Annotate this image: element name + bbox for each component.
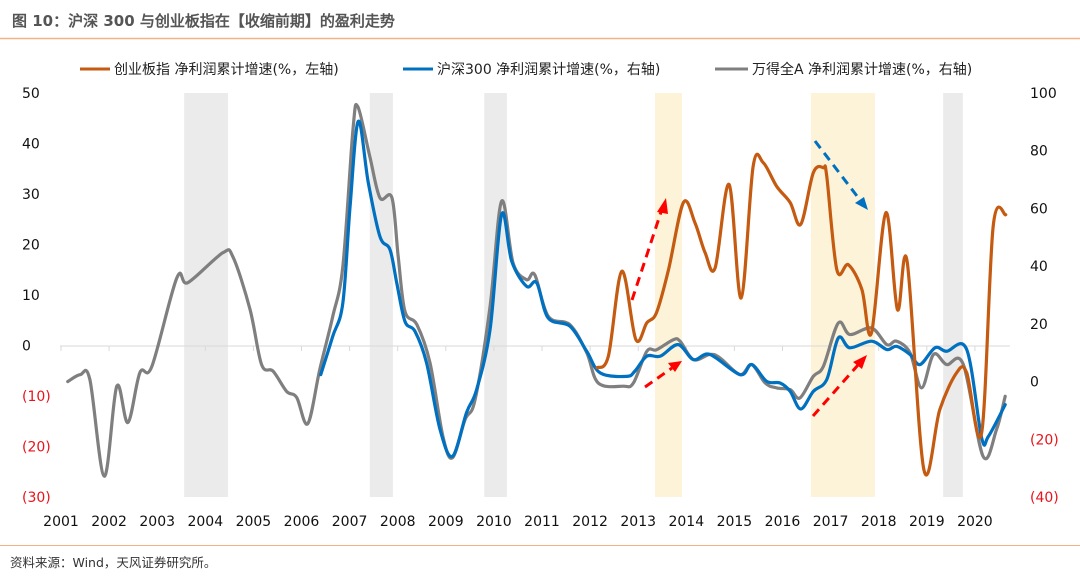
arrow-head-icon: [657, 198, 668, 214]
gray-shaded-band: [484, 93, 507, 497]
arrow-head-icon: [853, 355, 867, 369]
left-axis-tick-label: (20): [22, 440, 51, 456]
x-tick-label: 2008: [380, 514, 416, 530]
left-axis-tick-label: (30): [22, 490, 51, 506]
shaded-periods: [184, 93, 963, 497]
x-axis-labels: 2001 2002 2003 2004 2005 2006 2007 2008 2009 2010…: [43, 514, 993, 530]
x-tick-label: 2004: [187, 514, 223, 530]
left-axis-tick-label: 30: [22, 187, 40, 203]
x-tick-label: 2001: [43, 514, 79, 530]
x-tick-label: 2010: [476, 514, 512, 530]
x-tick-label: 2005: [236, 514, 272, 530]
x-axis-ticks: [60, 346, 976, 351]
right-axis-tick-label: 100: [1030, 86, 1057, 102]
x-tick-label: 2003: [139, 514, 175, 530]
series-lines: [66, 102, 1008, 478]
x-tick-label: 2011: [524, 514, 560, 530]
gray-shaded-band: [943, 93, 963, 497]
x-tick-label: 2007: [332, 514, 368, 530]
left-axis-tick-label: 10: [22, 288, 40, 304]
left-axis-tick-label: (10): [22, 389, 51, 405]
right-axis-tick-label: (20): [1030, 432, 1059, 448]
right-axis-tick-label: (40): [1030, 490, 1059, 506]
left-axis-tick-label: 20: [22, 238, 40, 254]
gray-shaded-band: [184, 93, 228, 497]
yellow-shaded-band: [655, 93, 682, 497]
blue-arrow-down-2017: [813, 140, 862, 201]
arrow-head-icon: [668, 361, 682, 372]
red-arrow-up-2017: [811, 364, 860, 417]
chart-title: 图 10：沪深 300 与创业板指在【收缩前期】的盈利走势: [12, 12, 395, 30]
x-tick-label: 2016: [765, 514, 801, 530]
right-axis-tick-label: 0: [1030, 375, 1039, 391]
x-tick-label: 2015: [717, 514, 753, 530]
x-tick-label: 2013: [620, 514, 656, 530]
gray-shaded-band: [369, 93, 393, 497]
wind-all-a-profit-growth-line: [66, 102, 1007, 478]
arrow-head-icon: [855, 197, 868, 210]
x-tick-label: 2017: [813, 514, 849, 530]
chinext-profit-growth-line: [595, 152, 1008, 477]
right-axis-tick-label: 40: [1030, 259, 1048, 275]
right-axis-tick-label: 20: [1030, 317, 1048, 333]
x-tick-label: 2002: [91, 514, 127, 530]
right-axis-labels: 100 80 60 40 20 0 (20) (40): [1030, 86, 1059, 506]
x-tick-label: 2018: [861, 514, 897, 530]
legend-label-csi300: 沪深300 净利润累计增速(%，右轴): [437, 62, 660, 78]
x-tick-label: 2009: [428, 514, 464, 530]
left-axis-tick-label: 40: [22, 137, 40, 153]
x-tick-label: 2006: [284, 514, 320, 530]
yellow-shaded-band: [810, 93, 875, 497]
left-axis-tick-label: 50: [22, 86, 40, 102]
x-tick-label: 2014: [668, 514, 704, 530]
legend: 创业板指 净利润累计增速(%，左轴) 沪深300 净利润累计增速(%，右轴) 万…: [80, 61, 972, 78]
legend-label-wind-a: 万得全A 净利润累计增速(%，右轴): [752, 61, 972, 78]
left-axis-tick-label: 0: [22, 339, 31, 355]
left-axis-labels: 50 40 30 20 10 0 (10) (20) (30): [22, 86, 51, 506]
red-arrow-2013-lower: [644, 366, 673, 389]
red-arrow-up-2013: [630, 211, 663, 301]
csi300-profit-growth-line: [319, 119, 1007, 459]
right-axis-tick-label: 60: [1030, 201, 1048, 217]
x-tick-label: 2020: [957, 514, 993, 530]
trend-arrows: [630, 140, 868, 417]
x-tick-label: 2019: [909, 514, 945, 530]
source-note: 资料来源：Wind，天风证券研究所。: [10, 555, 216, 570]
x-tick-label: 2012: [572, 514, 608, 530]
right-axis-tick-label: 80: [1030, 144, 1048, 160]
legend-label-chinext: 创业板指 净利润累计增速(%，左轴): [114, 62, 339, 78]
